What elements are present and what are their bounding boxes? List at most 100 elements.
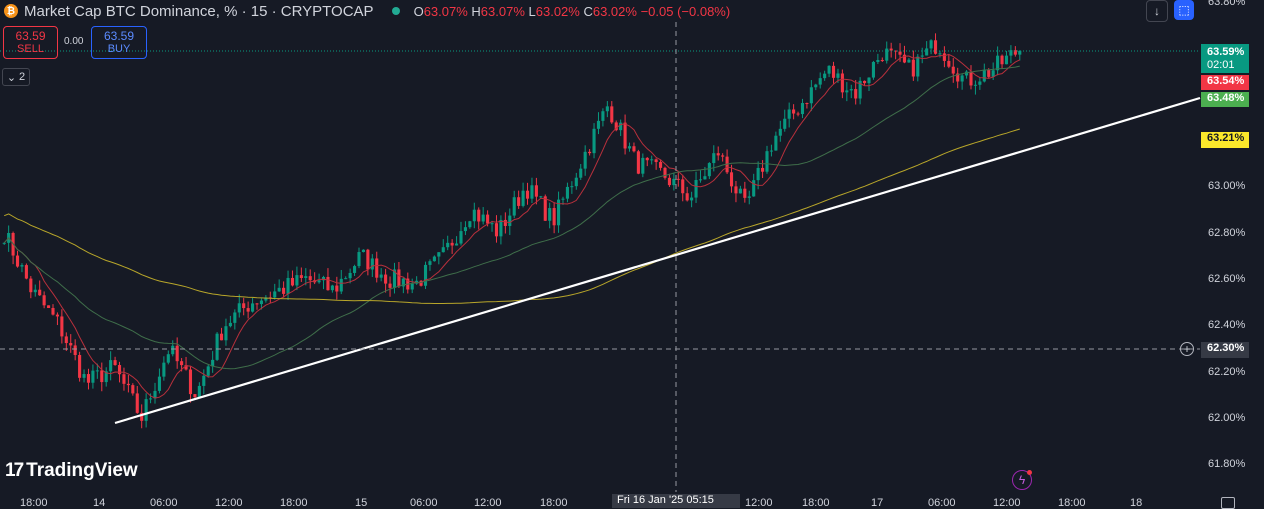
candle-body — [933, 40, 938, 54]
candle-body — [175, 345, 179, 362]
candle-body — [149, 398, 153, 400]
candle-body — [796, 113, 800, 115]
time-label: 17 — [871, 497, 884, 509]
candle-body — [579, 168, 583, 178]
candle-body — [548, 208, 552, 221]
time-label: 06:00 — [410, 497, 438, 509]
candle-body — [282, 287, 286, 294]
candle-body — [601, 111, 605, 121]
time-label: 12:00 — [215, 497, 243, 509]
flash-icon[interactable]: ϟ — [1012, 470, 1032, 490]
fullscreen-icon[interactable]: ⬚ — [1174, 0, 1194, 20]
candle-body — [517, 197, 521, 206]
candle-body — [685, 193, 689, 201]
candle-body — [60, 316, 64, 337]
candle-body — [871, 61, 875, 78]
candle-body — [690, 197, 694, 201]
candle-body — [446, 242, 450, 248]
candle-body — [787, 109, 791, 119]
candle-body — [375, 258, 379, 278]
candle-body — [530, 185, 534, 199]
candle-body — [743, 188, 747, 198]
buy-button[interactable]: 63.59 BUY — [91, 26, 147, 59]
candle-body — [641, 157, 645, 174]
candle-body — [681, 179, 685, 194]
candle-body — [831, 65, 836, 78]
candle-body — [596, 120, 601, 129]
candle-body — [800, 103, 805, 115]
moving-average-line — [3, 65, 1020, 370]
candle-body — [849, 89, 853, 91]
tradingview-logo[interactable]: 17 TradingView — [5, 460, 138, 481]
price-label: 62.80% — [1208, 227, 1246, 239]
candle-body — [982, 69, 986, 82]
candle-body — [636, 151, 640, 174]
candle-body — [401, 278, 405, 287]
candle-body — [752, 180, 756, 197]
bitcoin-icon: ₿ — [4, 4, 18, 18]
candle-body — [561, 198, 565, 200]
candle-body — [809, 87, 813, 104]
candle-body — [694, 179, 698, 198]
candle-body — [330, 285, 334, 291]
candle-body — [33, 289, 37, 293]
candle-body — [663, 167, 667, 178]
candle-body — [539, 196, 543, 198]
candle-body — [135, 393, 139, 413]
chart-settings-icon[interactable] — [1221, 497, 1235, 509]
candle-body — [588, 151, 592, 154]
candle-body — [410, 283, 414, 290]
arrow-down-icon[interactable]: ↓ — [1146, 0, 1168, 22]
price-label: 61.80% — [1208, 458, 1246, 470]
candle-body — [840, 73, 844, 93]
indicators-toggle[interactable]: ⌄ 2 — [2, 68, 30, 86]
candle-body — [47, 305, 51, 308]
candle-body — [1009, 50, 1013, 56]
candle-body — [623, 122, 627, 149]
candle-body — [38, 289, 42, 296]
candle-body — [583, 151, 587, 169]
candle-body — [344, 278, 348, 280]
candle-body — [104, 371, 108, 383]
candle-body — [140, 412, 144, 421]
candle-body — [157, 376, 161, 391]
time-label: 18:00 — [280, 497, 308, 509]
candle-body — [876, 60, 880, 62]
symbol-title[interactable]: Market Cap BTC Dominance, % · 15 · CRYPT… — [24, 2, 374, 20]
candle-body — [450, 242, 454, 246]
sell-button[interactable]: 63.59 SELL — [3, 26, 58, 59]
candle-body — [423, 264, 428, 286]
price-label: 63.00% — [1208, 180, 1246, 192]
candle-body — [494, 223, 499, 237]
candle-body — [463, 227, 467, 232]
candle-body — [525, 190, 530, 199]
candle-body — [113, 360, 117, 366]
tradingview-mark-icon: 17 — [5, 460, 24, 481]
candle-body — [100, 370, 104, 383]
candle-body — [614, 122, 618, 131]
candle-body — [361, 249, 365, 253]
candle-body — [397, 269, 401, 287]
candle-body — [627, 146, 632, 149]
candle-body — [109, 360, 113, 372]
candle-body — [987, 69, 991, 77]
spread-value: 0.00 — [64, 36, 84, 47]
candle-body — [357, 252, 361, 267]
trendline[interactable] — [114, 96, 1201, 425]
time-label: 06:00 — [928, 497, 956, 509]
candle-body — [126, 383, 130, 386]
candle-body — [193, 394, 197, 398]
candle-body — [574, 177, 578, 187]
candle-body — [188, 369, 193, 395]
change-value: −0.05 (−0.08%) — [640, 3, 731, 19]
candle-body — [242, 303, 246, 309]
add-alert-icon[interactable]: + — [1180, 342, 1194, 356]
candle-body — [916, 56, 920, 77]
candle-body — [659, 162, 663, 168]
candle-body — [765, 151, 769, 172]
candle-body — [654, 159, 658, 163]
candle-body — [645, 157, 649, 161]
candle-body — [605, 106, 609, 112]
candle-body — [286, 277, 290, 294]
